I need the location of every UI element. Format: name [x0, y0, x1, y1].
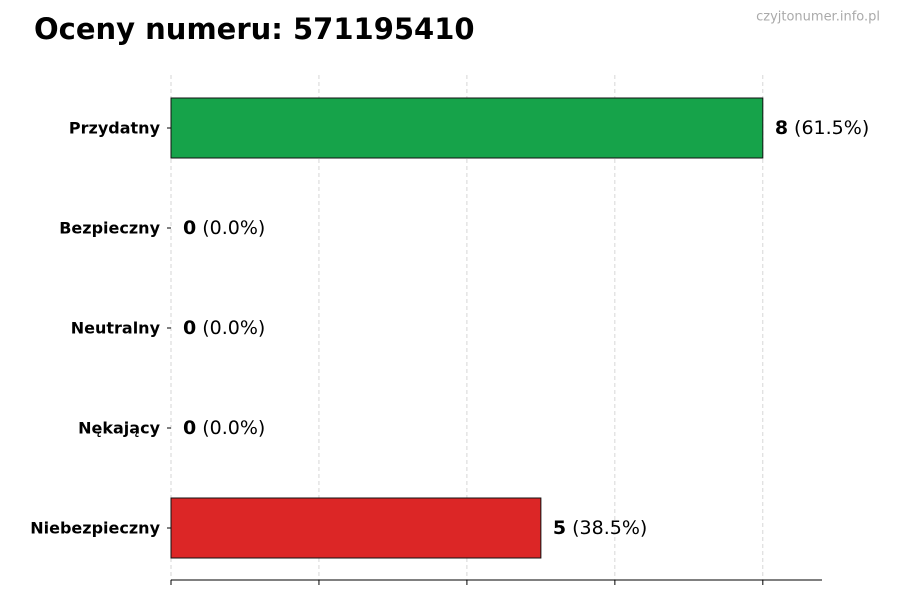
bar	[170, 497, 542, 559]
y-tick-label: Przydatny	[69, 119, 161, 138]
value-percent: (38.5%)	[572, 517, 647, 539]
value-label: 0 (0.0%)	[183, 317, 265, 339]
value-label: 5 (38.5%)	[553, 517, 647, 539]
value-percent: (0.0%)	[202, 217, 265, 239]
value-number: 5	[553, 517, 566, 539]
value-number: 8	[775, 117, 788, 139]
value-label: 8 (61.5%)	[775, 117, 869, 139]
value-number: 0	[183, 317, 196, 339]
y-tick-label: Neutralny	[71, 319, 161, 338]
value-percent: (0.0%)	[202, 417, 265, 439]
value-label: 0 (0.0%)	[183, 217, 265, 239]
value-number: 0	[183, 217, 196, 239]
bar	[170, 97, 764, 159]
value-percent: (61.5%)	[794, 117, 869, 139]
value-percent: (0.0%)	[202, 317, 265, 339]
value-number: 0	[183, 417, 196, 439]
y-tick-label: Niebezpieczny	[30, 519, 160, 538]
chart-title: Oceny numeru: 571195410	[34, 12, 475, 46]
watermark: czyjtonumer.info.pl	[756, 10, 880, 25]
y-tick-label: Bezpieczny	[59, 219, 160, 238]
y-tick-label: Nękający	[78, 419, 160, 438]
value-label: 0 (0.0%)	[183, 417, 265, 439]
